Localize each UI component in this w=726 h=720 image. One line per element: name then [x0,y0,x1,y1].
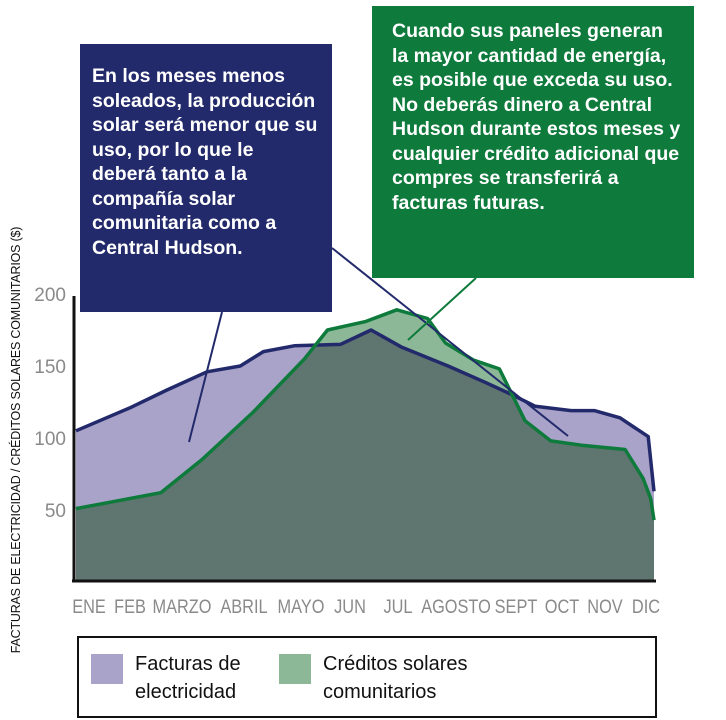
y-tick-label: 200 [34,285,66,306]
y-axis-ticks: 50 100 150 200 [34,285,66,522]
legend-swatch-credits [279,654,311,684]
axes [72,296,656,583]
x-tick-label: DIC [632,596,660,617]
x-tick-label: NOV [587,596,623,617]
y-tick-label: 100 [34,429,66,450]
leader-line-high-sun [407,277,477,341]
y-tick-label: 150 [34,357,66,378]
leader-line-low-sun-right [331,247,569,437]
area-overlap [76,330,654,582]
x-tick-label: ENE [72,596,106,617]
annotation-high-sun: Cuando sus paneles generan la mayor cant… [372,6,694,278]
annotation-low-sun: En los meses menos soleados, la producci… [80,44,332,312]
y-axis-label-text: FACTURAS DE ELECTRICIDAD / CRÉDITOS SOLA… [9,226,23,654]
line-credits [75,308,656,521]
legend-swatch-bills [91,654,123,684]
legend-label-bills: Facturas de electricidad [135,653,241,703]
x-tick-label: JUN [334,596,366,617]
x-tick-label: OCT [545,596,580,617]
x-tick-label: MARZO [153,596,212,617]
x-tick-label: MAYO [278,596,325,617]
annotation-leaders [188,247,569,443]
x-tick-label: JUL [383,596,412,617]
x-tick-label: FEB [114,596,146,617]
x-tick-label: AGOSTO [421,596,491,617]
legend: Facturas de electricidad Créditos solare… [77,636,657,718]
legend-label-credits: Créditos solares comunitarios [323,653,468,703]
x-tick-label: SEPT [495,596,538,617]
y-tick-label: 50 [45,501,66,522]
chart-areas [76,309,654,582]
leader-line-low-sun-left [188,311,223,443]
x-axis-ticks: ENE FEB MARZO ABRIL MAYO JUN JUL AGOSTO SEPT OCT N… [72,596,660,617]
x-tick-label: ABRIL [220,596,267,617]
